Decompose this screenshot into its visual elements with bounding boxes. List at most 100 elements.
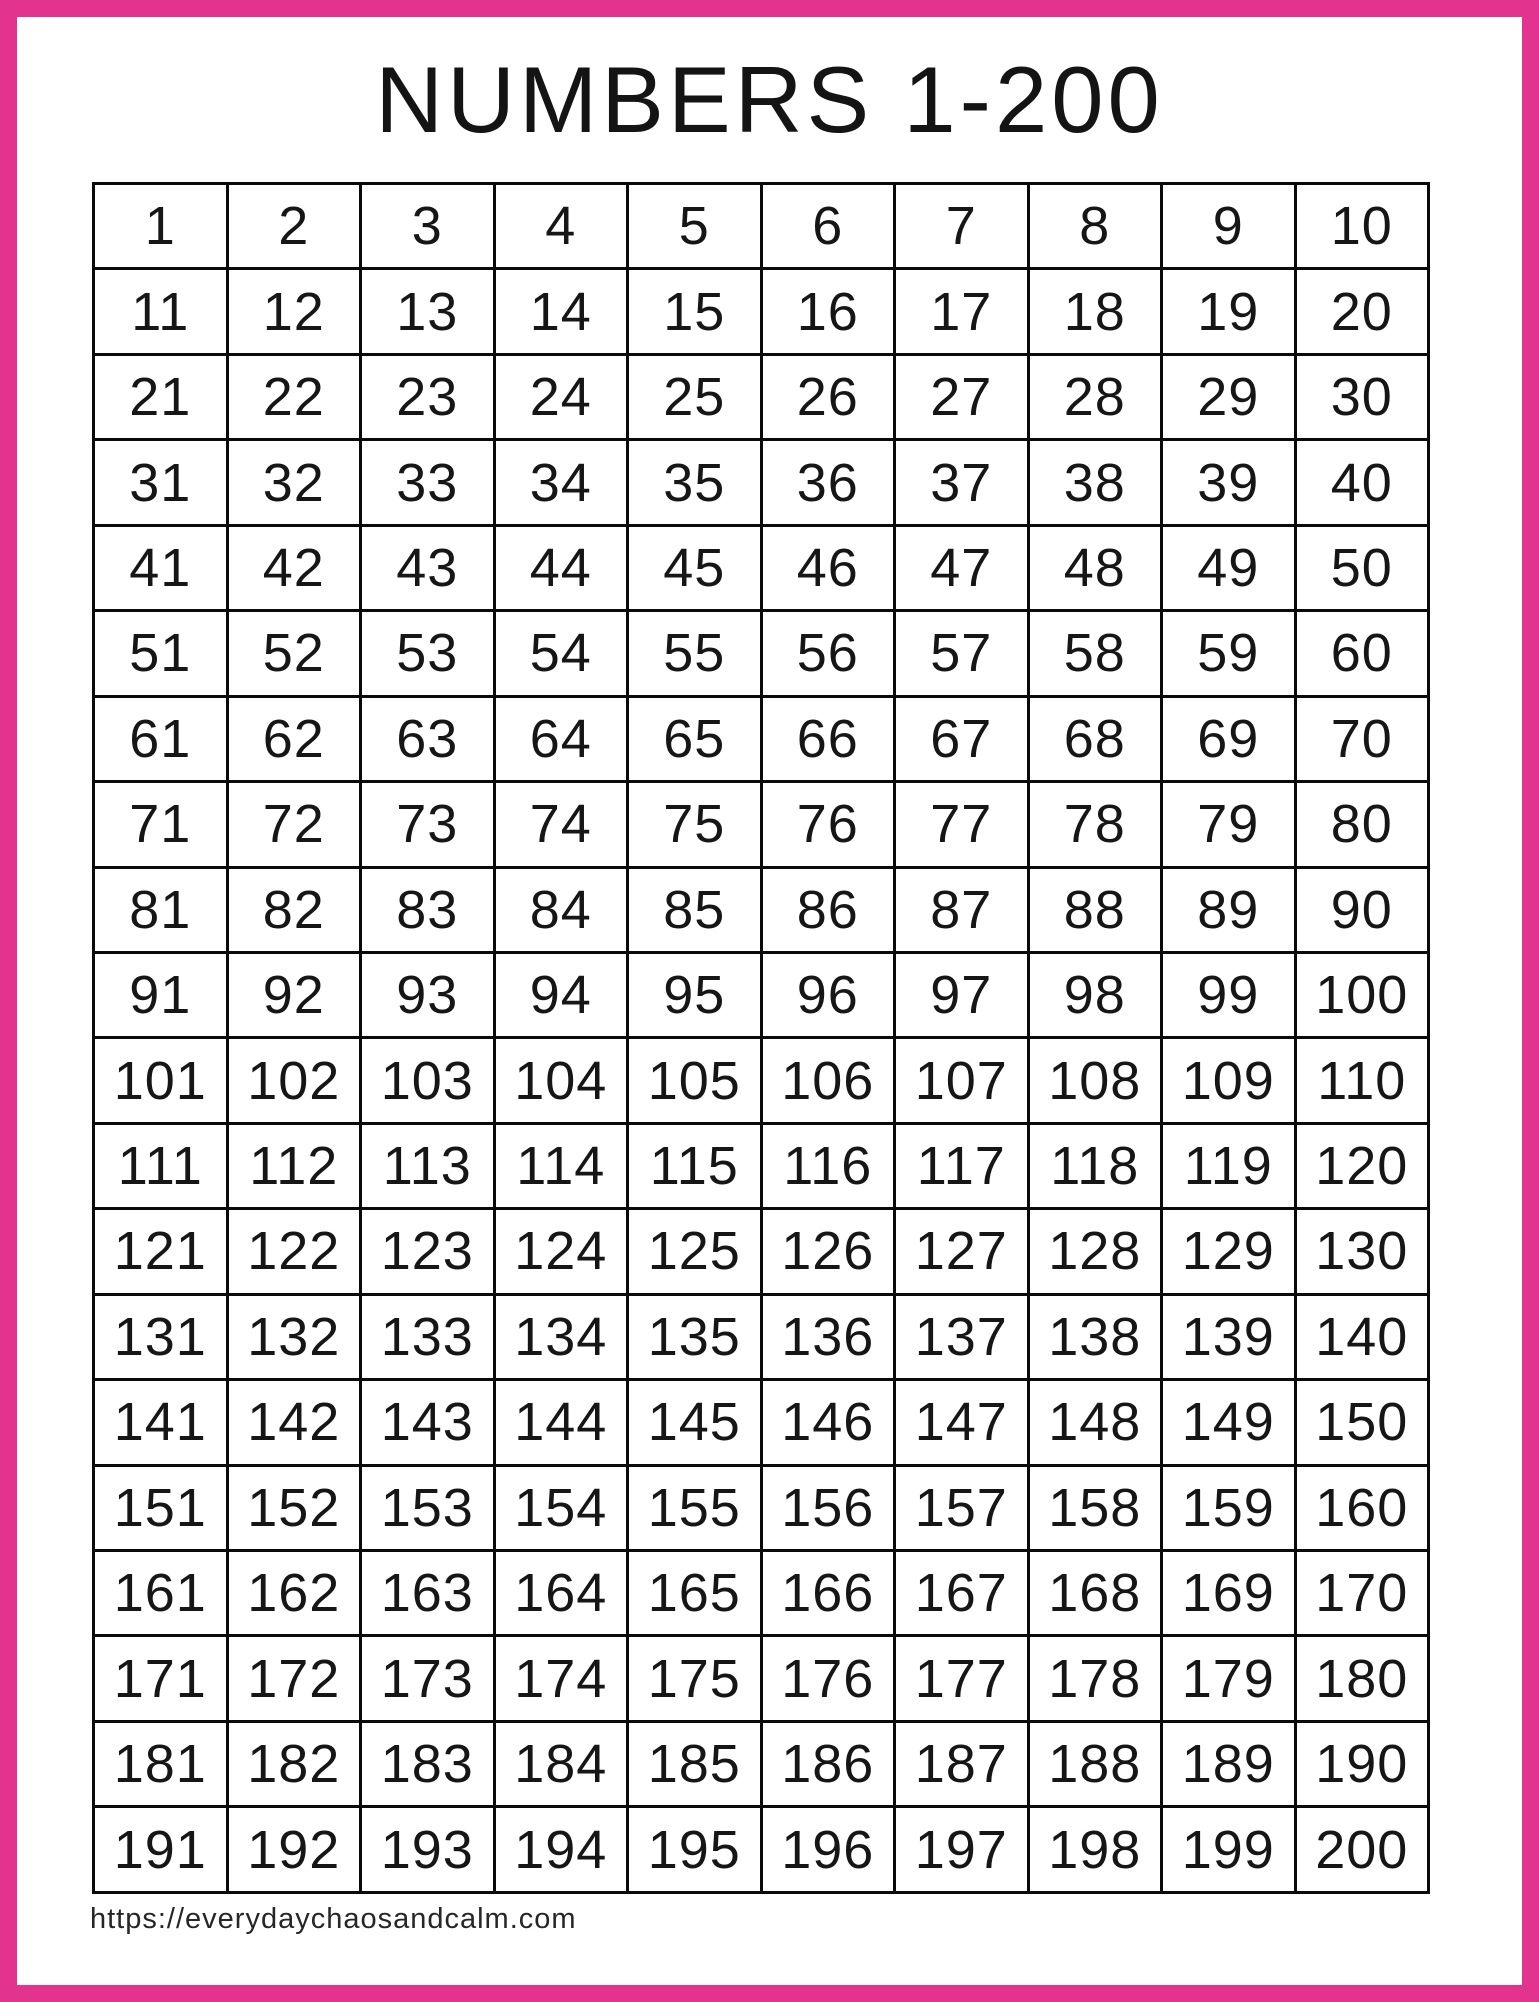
number-cell: 199	[1160, 1805, 1297, 1894]
number-cell: 5	[626, 181, 763, 271]
number-cell: 75	[626, 780, 763, 869]
grid-row: 21 22 23 24 25 26 27 28 29 30	[92, 352, 1430, 442]
number-cell: 10	[1293, 181, 1430, 271]
number-cell: 176	[759, 1634, 896, 1723]
number-cell: 193	[359, 1805, 496, 1894]
number-cell: 196	[759, 1805, 896, 1894]
number-cell: 155	[626, 1463, 763, 1553]
number-cell: 19	[1160, 267, 1297, 356]
grid-row: 151 152 153 154 155 156 157 158 159 160	[92, 1463, 1430, 1553]
number-cell: 104	[492, 1036, 629, 1125]
number-cell: 91	[92, 950, 229, 1040]
number-cell: 144	[492, 1378, 629, 1467]
number-cell: 165	[626, 1548, 763, 1638]
number-cell: 67	[893, 694, 1030, 784]
number-cell: 112	[225, 1121, 362, 1211]
number-cell: 175	[626, 1634, 763, 1723]
number-cell: 152	[225, 1463, 362, 1553]
number-cell: 103	[359, 1036, 496, 1125]
number-cell: 119	[1160, 1121, 1297, 1211]
number-cell: 43	[359, 523, 496, 613]
number-cell: 198	[1026, 1805, 1163, 1894]
number-cell: 68	[1026, 694, 1163, 784]
number-cell: 129	[1160, 1207, 1297, 1296]
grid-row: 161 162 163 164 165 166 167 168 169 170	[92, 1548, 1430, 1638]
number-grid: 1 2 3 4 5 6 7 8 9 10 11 12 13 14 15 16 17 18 19 20 21 22 23 24 2…	[92, 181, 1430, 1894]
number-cell: 183	[359, 1719, 496, 1809]
number-cell: 30	[1293, 352, 1430, 442]
number-cell: 136	[759, 1292, 896, 1382]
page-title: NUMBERS 1-200	[375, 47, 1164, 152]
number-cell: 131	[92, 1292, 229, 1382]
number-cell: 151	[92, 1463, 229, 1553]
number-cell: 94	[492, 950, 629, 1040]
number-cell: 135	[626, 1292, 763, 1382]
number-cell: 168	[1026, 1548, 1163, 1638]
number-cell: 18	[1026, 267, 1163, 356]
number-cell: 48	[1026, 523, 1163, 613]
grid-row: 191 192 193 194 195 196 197 198 199 200	[92, 1805, 1430, 1894]
grid-row: 101 102 103 104 105 106 107 108 109 110	[92, 1036, 1430, 1125]
number-cell: 80	[1293, 780, 1430, 869]
number-cell: 154	[492, 1463, 629, 1553]
number-cell: 21	[92, 352, 229, 442]
number-cell: 86	[759, 865, 896, 954]
number-cell: 159	[1160, 1463, 1297, 1553]
number-cell: 97	[893, 950, 1030, 1040]
number-cell: 25	[626, 352, 763, 442]
number-cell: 111	[92, 1121, 229, 1211]
number-cell: 174	[492, 1634, 629, 1723]
number-cell: 34	[492, 438, 629, 527]
number-cell: 161	[92, 1548, 229, 1638]
number-cell: 185	[626, 1719, 763, 1809]
number-cell: 4	[492, 181, 629, 271]
number-cell: 149	[1160, 1378, 1297, 1467]
number-cell: 100	[1293, 950, 1430, 1040]
number-cell: 47	[893, 523, 1030, 613]
number-cell: 140	[1293, 1292, 1430, 1382]
number-cell: 178	[1026, 1634, 1163, 1723]
number-cell: 77	[893, 780, 1030, 869]
grid-row: 171 172 173 174 175 176 177 178 179 180	[92, 1634, 1430, 1723]
number-cell: 45	[626, 523, 763, 613]
number-cell: 146	[759, 1378, 896, 1467]
number-cell: 56	[759, 609, 896, 698]
source-url: https://everydaychaosandcalm.com	[90, 1903, 577, 1935]
number-cell: 76	[759, 780, 896, 869]
number-cell: 184	[492, 1719, 629, 1809]
number-cell: 7	[893, 181, 1030, 271]
grid-row: 181 182 183 184 185 186 187 188 189 190	[92, 1719, 1430, 1809]
number-cell: 73	[359, 780, 496, 869]
number-cell: 81	[92, 865, 229, 954]
number-cell: 126	[759, 1207, 896, 1296]
number-cell: 182	[225, 1719, 362, 1809]
number-cell: 33	[359, 438, 496, 527]
number-cell: 32	[225, 438, 362, 527]
number-cell: 179	[1160, 1634, 1297, 1723]
number-cell: 150	[1293, 1378, 1430, 1467]
number-cell: 188	[1026, 1719, 1163, 1809]
number-cell: 69	[1160, 694, 1297, 784]
number-cell: 95	[626, 950, 763, 1040]
number-cell: 20	[1293, 267, 1430, 356]
number-cell: 173	[359, 1634, 496, 1723]
number-cell: 117	[893, 1121, 1030, 1211]
number-cell: 83	[359, 865, 496, 954]
number-cell: 62	[225, 694, 362, 784]
number-cell: 61	[92, 694, 229, 784]
number-cell: 54	[492, 609, 629, 698]
number-cell: 60	[1293, 609, 1430, 698]
number-cell: 172	[225, 1634, 362, 1723]
grid-row: 11 12 13 14 15 16 17 18 19 20	[92, 267, 1430, 356]
number-cell: 158	[1026, 1463, 1163, 1553]
number-cell: 163	[359, 1548, 496, 1638]
number-cell: 169	[1160, 1548, 1297, 1638]
number-cell: 143	[359, 1378, 496, 1467]
number-cell: 125	[626, 1207, 763, 1296]
number-cell: 15	[626, 267, 763, 356]
number-cell: 153	[359, 1463, 496, 1553]
grid-row: 131 132 133 134 135 136 137 138 139 140	[92, 1292, 1430, 1382]
number-cell: 99	[1160, 950, 1297, 1040]
number-cell: 58	[1026, 609, 1163, 698]
grid-row: 31 32 33 34 35 36 37 38 39 40	[92, 438, 1430, 527]
